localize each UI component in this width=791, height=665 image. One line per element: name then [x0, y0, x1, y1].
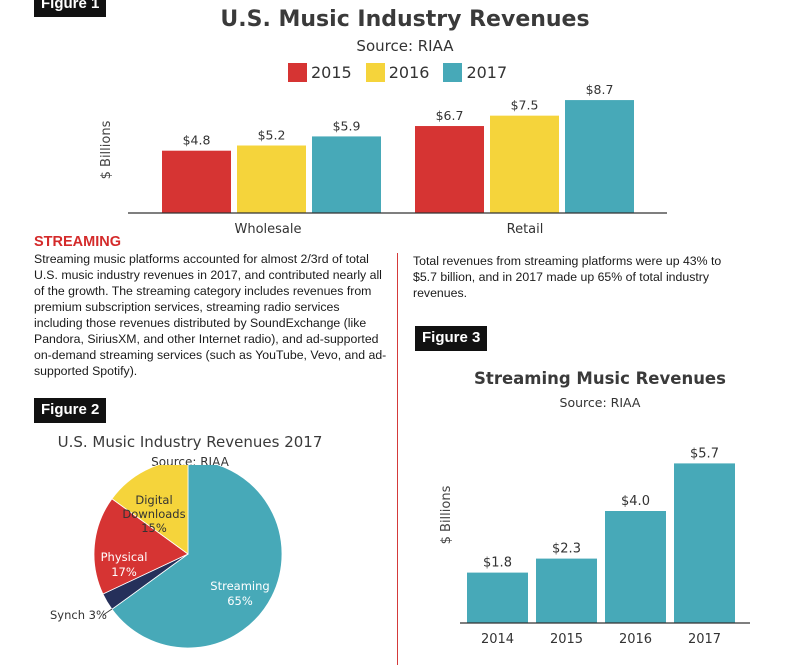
x-tick-2017: 2017	[688, 632, 721, 647]
x-tick-2014: 2014	[481, 632, 514, 647]
bar-retail-2017	[565, 100, 634, 213]
pie-label-synch: Synch 3%	[50, 608, 107, 622]
bar-label-wholesale-2017: $5.9	[333, 118, 361, 133]
streaming-heading: STREAMING	[34, 234, 121, 250]
legend-swatch-2015	[288, 63, 307, 82]
x-tick-2016: 2016	[619, 632, 652, 647]
legend-label-2017: 2017	[466, 63, 508, 82]
bar-label-2017: $5.7	[690, 446, 719, 461]
bar-retail-2016	[490, 115, 559, 213]
bar-wholesale-2015	[162, 150, 231, 213]
bar-2017	[674, 463, 735, 623]
pie-label-physical-name: Physical	[101, 550, 148, 564]
streaming-paragraph: Streaming music platforms accounted for …	[34, 252, 387, 378]
figure3-source: Source: RIAA	[559, 395, 641, 410]
bar-label-retail-2015: $6.7	[436, 108, 464, 123]
figure1-y-axis-label: $ Billions	[99, 120, 114, 179]
pie-slice-digital-downloads	[111, 465, 189, 555]
legend-item-2017: 2017	[443, 63, 507, 82]
figure3-y-axis-label: $ Billions	[439, 485, 454, 544]
bar-retail-2015	[415, 126, 484, 213]
x-tick-2015: 2015	[550, 632, 583, 647]
pie-label-downloads-value: 15%	[141, 521, 167, 535]
figure1-chart: $ Billions $4.8 $5.2 $5.9 Wholesale $6.7 $7.5 $…	[99, 82, 667, 237]
bar-label-2015: $2.3	[552, 542, 581, 557]
figure3-badge: Figure 3	[415, 326, 488, 351]
bar-label-retail-2017: $8.7	[586, 82, 614, 97]
pie-label-streaming-name: Streaming	[210, 579, 269, 593]
bar-wholesale-2017	[312, 136, 381, 213]
x-tick-wholesale: Wholesale	[234, 222, 301, 237]
figure3-title: Streaming Music Revenues	[474, 369, 726, 388]
legend-item-2016: 2016	[365, 63, 430, 82]
figure3-chart: $ Billions $1.8 2014 $2.3 2015 $4.0 2016 $5.7 20…	[439, 446, 750, 647]
streaming-growth-paragraph: Total revenues from streaming platforms …	[413, 254, 722, 300]
bar-wholesale-2016	[237, 145, 306, 213]
figure1-source: Source: RIAA	[356, 37, 454, 55]
pie-label-streaming-value: 65%	[227, 594, 253, 608]
pie-label-downloads-name-line2: Downloads	[122, 507, 185, 521]
pie-slice-physical	[93, 498, 189, 595]
legend-label-2015: 2015	[311, 63, 352, 82]
bar-label-wholesale-2015: $4.8	[183, 133, 211, 148]
legend-swatch-2017	[443, 63, 463, 82]
figure2-badge: Figure 2	[34, 398, 107, 423]
bar-label-retail-2016: $7.5	[511, 98, 539, 113]
figure2-title: U.S. Music Industry Revenues 2017	[57, 433, 323, 451]
bar-label-wholesale-2016: $5.2	[258, 128, 286, 143]
legend-swatch-2016	[365, 63, 385, 82]
bar-label-2016: $4.0	[621, 494, 650, 509]
figure1-title: U.S. Music Industry Revenues	[220, 7, 590, 32]
pie-leader-synch	[102, 608, 113, 616]
bar-2015	[536, 558, 597, 623]
bar-2016	[605, 511, 666, 623]
bar-2014	[467, 572, 528, 623]
legend-label-2016: 2016	[388, 63, 430, 82]
figure1-legend: 2015 2016 2017	[288, 63, 521, 82]
pie-slice-streaming	[111, 465, 283, 649]
pie-label-downloads-name-line1: Digital	[135, 493, 172, 507]
x-tick-retail: Retail	[507, 222, 544, 237]
bar-label-2014: $1.8	[483, 556, 512, 571]
legend-item-2015: 2015	[288, 63, 352, 82]
pie-label-physical-value: 17%	[111, 565, 137, 579]
figure1-badge: Figure 1	[34, 0, 107, 17]
column-divider	[397, 253, 398, 665]
